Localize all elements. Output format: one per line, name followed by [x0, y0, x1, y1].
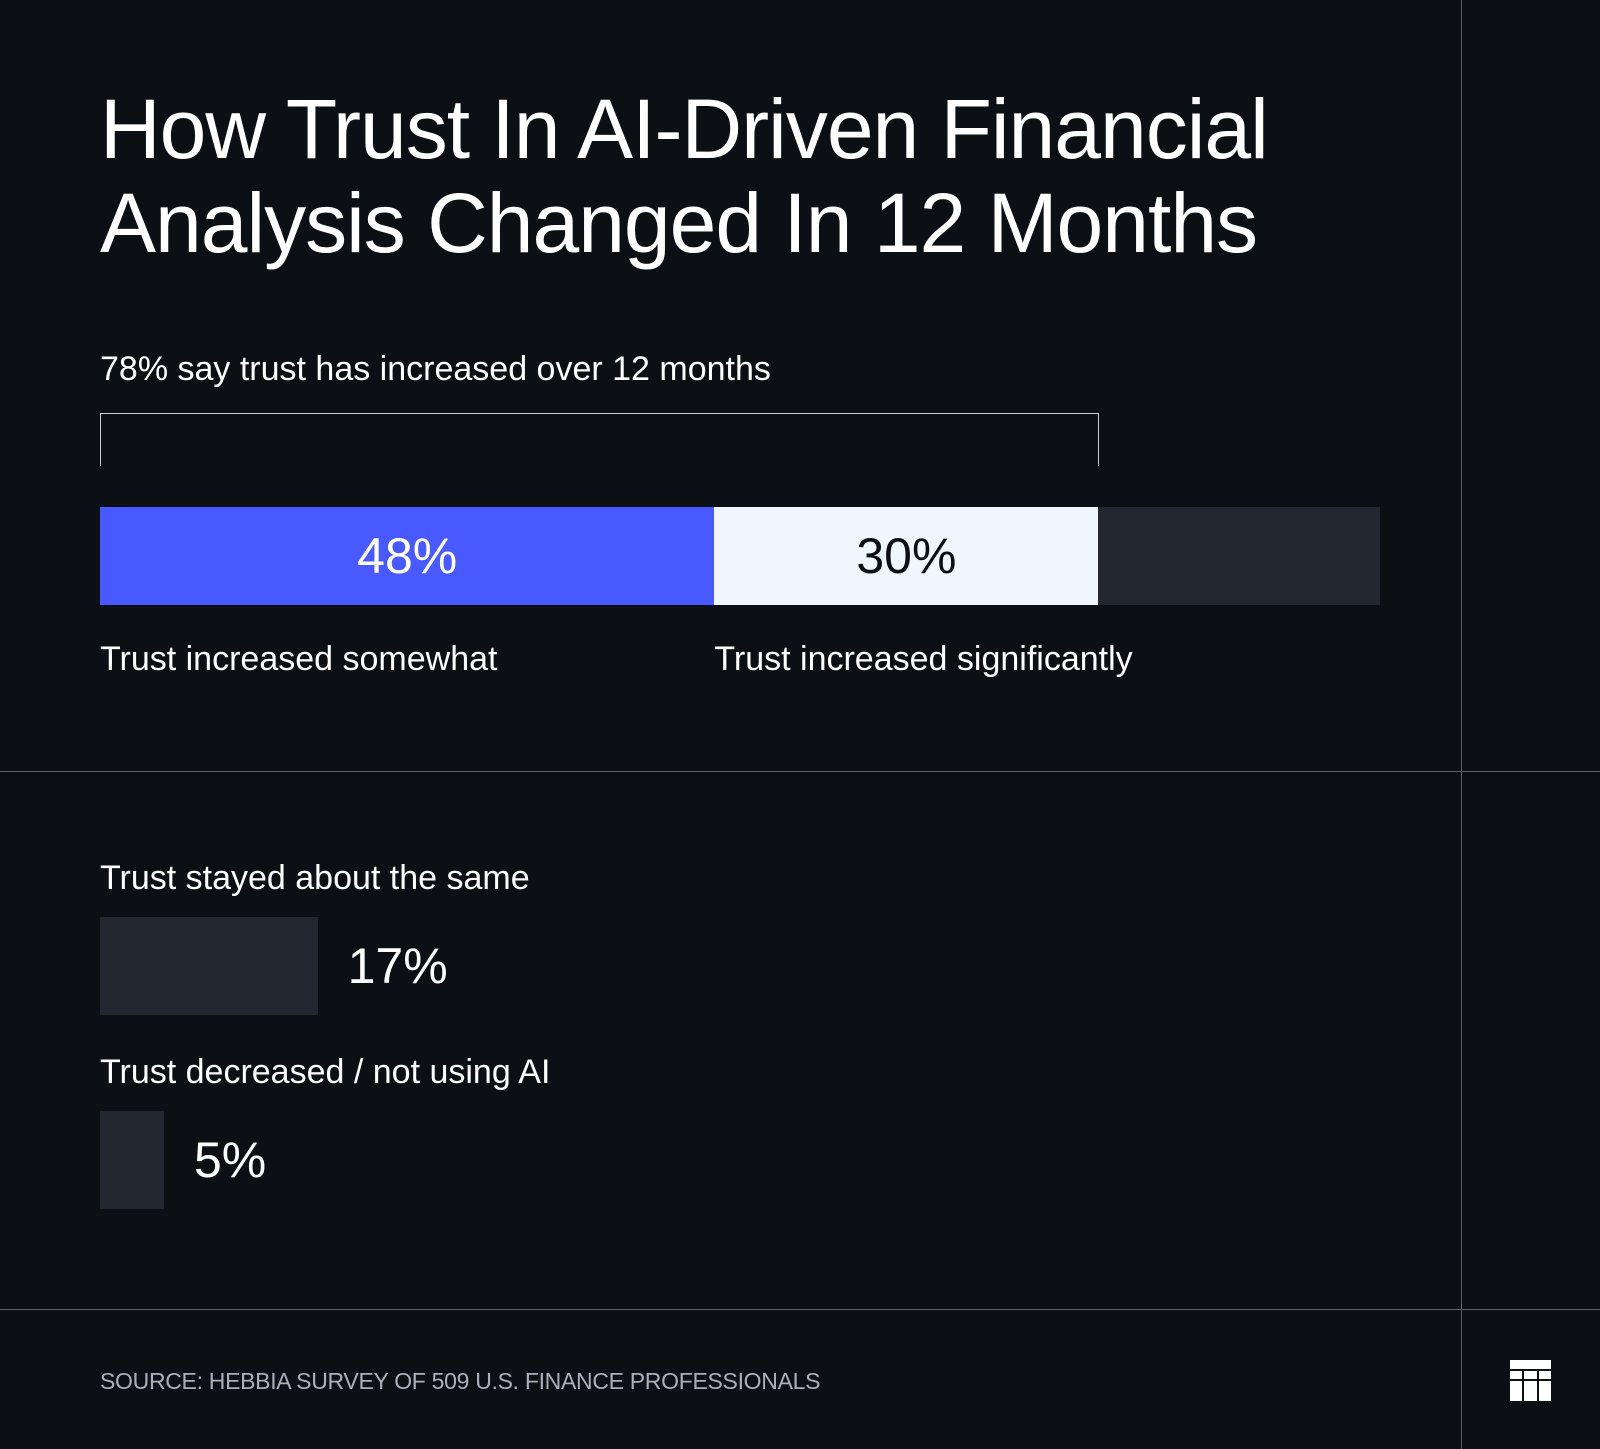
category-bar: [100, 917, 318, 1015]
stacked-segment-1: 48%: [100, 507, 715, 605]
stacked-segment-2: 30%: [714, 507, 1099, 605]
increase-bracket: [100, 413, 1100, 466]
category-value: 5%: [194, 1132, 267, 1188]
stacked-segment-value: 30%: [856, 528, 957, 584]
stacked-bar-track: 48% 30%: [100, 507, 1380, 605]
category-label: Trust stayed about the same: [100, 859, 530, 897]
category-bar: [100, 1111, 164, 1209]
category-label: Trust decreased / not using AI: [100, 1053, 551, 1091]
stacked-segment-value: 48%: [357, 528, 458, 584]
stacked-segment-label: Trust increased somewhat: [100, 640, 498, 678]
category-value: 17%: [347, 938, 448, 994]
section-divider-top: [0, 771, 1600, 772]
stacked-segment-label: Trust increased significantly: [714, 640, 1133, 678]
section-divider-bottom: [0, 1309, 1600, 1310]
chart-title: How Trust In AI-Driven Financial Analysi…: [100, 82, 1269, 270]
source-note: SOURCE: HEBBIA SURVEY OF 509 U.S. FINANC…: [100, 1368, 821, 1394]
chart-subtitle: 78% say trust has increased over 12 mont…: [100, 350, 771, 388]
hebbia-grid-logo-icon: [1510, 1360, 1551, 1401]
vertical-divider: [1461, 0, 1462, 1449]
